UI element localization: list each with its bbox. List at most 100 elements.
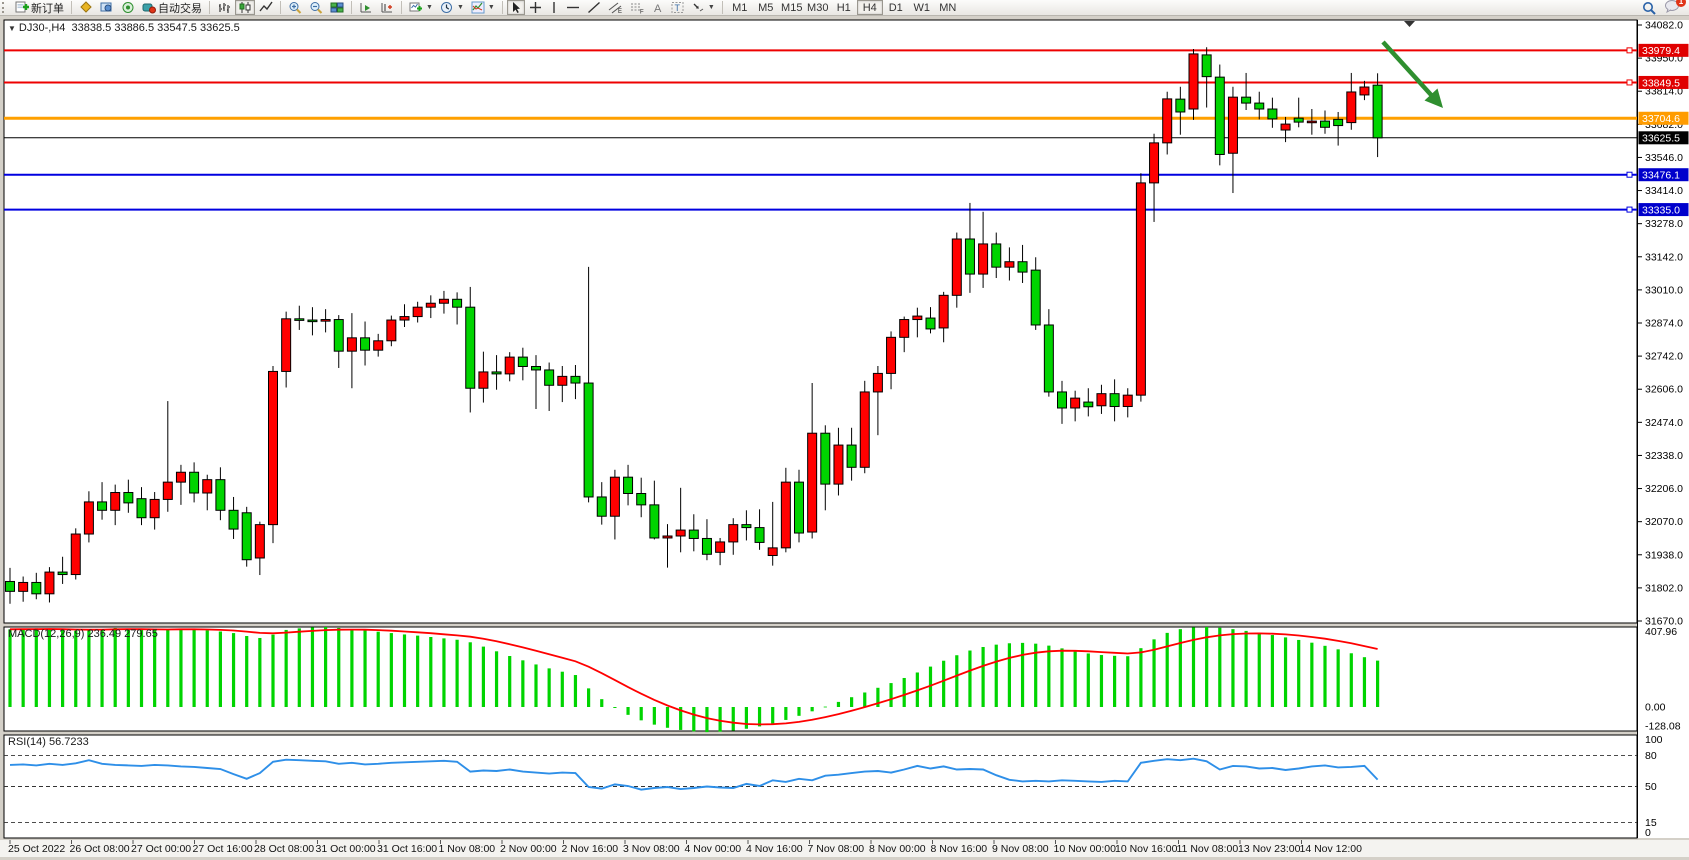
candle-body [754, 527, 765, 543]
candle-body [294, 318, 305, 321]
chart-shift-button[interactable] [377, 0, 397, 15]
zoom-out-icon [310, 2, 323, 14]
candle-body [320, 319, 331, 322]
timeframe-H1[interactable]: H1 [831, 0, 857, 15]
macd-indicator-label: MACD(12,26,9) 236.49 279.65 [8, 628, 158, 640]
auto-scroll-button[interactable] [356, 0, 376, 15]
timeframe-H4[interactable]: H4 [856, 0, 883, 15]
candle-body [688, 529, 699, 539]
symbol-collapse-icon[interactable]: ▼ [8, 24, 16, 33]
bar-chart-icon [219, 3, 230, 13]
zoom-in-button[interactable] [285, 0, 305, 15]
timeframe-W1[interactable]: W1 [909, 0, 935, 15]
candle-body [1372, 84, 1383, 139]
zoom-out-button[interactable] [306, 0, 326, 15]
timeframe-M5[interactable]: M5 [753, 0, 779, 15]
candle-body [136, 498, 147, 519]
bar-chart-button[interactable] [214, 0, 234, 15]
candle-body [1057, 391, 1067, 409]
timeframe-buttons: M1 M5 M15 M30 H1 H4 D1 W1 MN [727, 0, 961, 15]
candle-body [1359, 86, 1370, 96]
hline-endpoint-marker[interactable] [1626, 206, 1633, 213]
candle-body [636, 492, 647, 506]
autotrading-button[interactable]: 自动交易 [139, 0, 205, 15]
svg-text:32474.0: 32474.0 [1645, 417, 1683, 429]
equidistant-channel-tool-button[interactable]: E [605, 0, 626, 15]
candle-body [886, 336, 897, 374]
periods-button[interactable]: ▼ [437, 0, 467, 15]
indicators-icon [471, 1, 485, 14]
line-chart-button[interactable] [256, 0, 276, 15]
arrows-tool-button[interactable]: ▼ [688, 0, 718, 15]
hline-endpoint-marker[interactable] [1626, 79, 1633, 86]
svg-text:E: E [618, 9, 622, 14]
search-button[interactable] [1639, 0, 1660, 15]
timeframe-M30[interactable]: M30 [805, 0, 831, 15]
cursor-icon [512, 2, 520, 13]
rsi-line [9, 757, 1379, 791]
text-tool-button[interactable]: A [649, 0, 667, 15]
rsi-axis-label: 50 [1645, 781, 1657, 793]
separator [721, 1, 723, 14]
timeframe-MN[interactable]: MN [935, 0, 961, 15]
candle-body [228, 509, 239, 530]
new-order-button[interactable]: 新订单 [12, 0, 67, 15]
candle-body [1188, 53, 1199, 110]
candle-body [5, 580, 15, 592]
time-axis-label: 28 Oct 08:00 [254, 843, 314, 855]
terminal-button[interactable] [97, 0, 117, 15]
fibonacci-tool-button[interactable]: F [627, 0, 648, 15]
macd-axis-label: -128.08 [1645, 721, 1681, 733]
trendline-tool-button[interactable] [584, 0, 604, 15]
hline-endpoint-marker[interactable] [1626, 47, 1633, 54]
candle-body [925, 317, 936, 330]
svg-text:32606.0: 32606.0 [1645, 384, 1683, 396]
candle-body [425, 302, 436, 308]
indicators-button[interactable]: ▼ [468, 0, 498, 15]
price-badge-33704.6: 33704.6 [1642, 113, 1680, 125]
timeframe-D1[interactable]: D1 [883, 0, 909, 15]
arrow-head-icon [1424, 88, 1443, 108]
hline-endpoint-marker[interactable] [1626, 171, 1633, 178]
candle-body [162, 481, 173, 500]
candle-body [807, 432, 818, 533]
macd-pane[interactable] [3, 626, 1638, 732]
candle-body [780, 481, 791, 549]
toolbar-grip[interactable] [2, 2, 9, 13]
candle-body [596, 496, 607, 517]
price-axis-area [1637, 20, 1689, 838]
text-label-tool-button[interactable]: T [668, 0, 687, 15]
candle-body [649, 504, 660, 539]
vertical-line-tool-button[interactable] [546, 0, 562, 15]
new-order-label: 新订单 [31, 2, 64, 15]
vertical-line-icon [553, 2, 555, 13]
chart-shift-marker-icon[interactable] [1404, 21, 1415, 27]
tile-windows-button[interactable] [327, 0, 347, 15]
candle-body [175, 471, 186, 483]
candle-body [1175, 98, 1186, 113]
timeframe-M15[interactable]: M15 [779, 0, 805, 15]
candlestick-chart-button[interactable] [235, 0, 255, 15]
candle-body [662, 535, 673, 539]
new-chart-button[interactable]: ▼ [406, 0, 436, 15]
horizontal-line-tool-button[interactable] [563, 0, 583, 15]
candle-body [715, 541, 726, 553]
crosshair-tool-button[interactable] [526, 0, 545, 15]
time-axis-label: 27 Oct 16:00 [193, 843, 253, 855]
strategy-tester-button[interactable] [118, 0, 138, 15]
market-watch-button[interactable] [76, 0, 96, 15]
candle-body [951, 238, 962, 296]
candle-body [1201, 54, 1212, 78]
auto-scroll-icon [360, 3, 371, 13]
trend-arrow-annotation[interactable] [1381, 40, 1443, 108]
time-axis-label: 31 Oct 16:00 [377, 843, 437, 855]
candle-body [438, 298, 449, 304]
cursor-tool-button[interactable] [506, 0, 525, 15]
candle-body [794, 481, 804, 534]
time-axis-label: 13 Nov 23:00 [1238, 843, 1301, 855]
rsi-axis-label: 100 [1645, 734, 1663, 746]
timeframe-M1[interactable]: M1 [727, 0, 753, 15]
candle-body [938, 294, 949, 329]
candle-body [1135, 182, 1146, 396]
